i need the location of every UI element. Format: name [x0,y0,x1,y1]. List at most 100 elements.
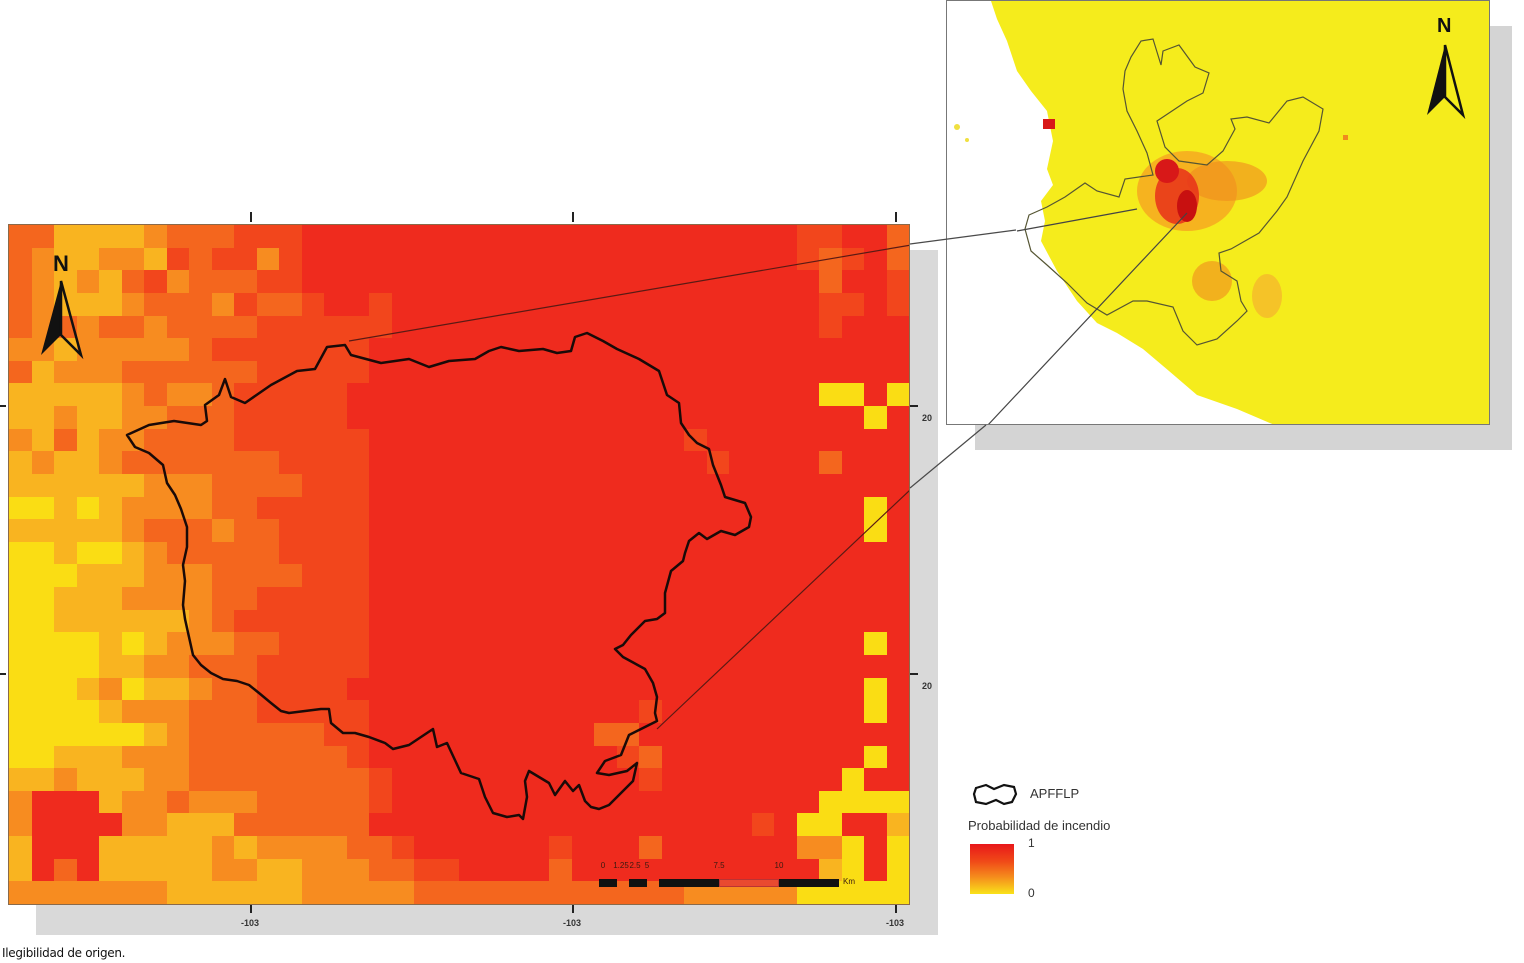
raster-cell [256,428,279,452]
raster-cell [76,564,99,588]
raster-cell [166,270,189,293]
raster-cell [571,632,594,656]
raster-cell [166,858,189,882]
raster-cell [121,315,144,339]
raster-cell [369,541,392,565]
raster-cell [459,836,482,859]
raster-cell [414,745,437,769]
raster-cell [166,881,189,904]
raster-cell [706,722,729,746]
raster-cell [729,677,752,701]
raster-cell [9,564,32,588]
raster-cell [31,519,54,542]
raster-cell [819,836,842,859]
raster-cell [729,541,752,565]
raster-cell [819,813,842,837]
scale-seg [719,879,779,887]
raster-cell [31,677,54,701]
raster-cell [751,451,774,474]
raster-cell [234,768,257,791]
scale-seg [629,879,647,887]
raster-cell [841,383,864,407]
raster-cell [211,360,234,384]
raster-cell [414,609,437,633]
raster-cell [639,768,662,791]
raster-cell [864,247,887,271]
scale-label: 1.25 [613,861,629,870]
raster-cell [279,655,302,678]
raster-cell [729,270,752,293]
raster-cell [661,519,684,542]
raster-cell [31,700,54,723]
raster-cell [594,564,617,588]
raster-cell [841,587,864,610]
raster-cell [31,428,54,452]
raster-cell [841,790,864,814]
raster-cell [391,768,414,791]
raster-cell [436,722,459,746]
raster-cell [504,564,527,588]
raster-cell [414,632,437,656]
raster-cell [796,836,819,859]
raster-cell [594,609,617,633]
raster-cell [346,609,369,633]
raster-cell [54,496,77,520]
raster-cell [526,270,549,293]
raster-cell [121,406,144,429]
raster-cell [819,790,842,814]
raster-cell [346,315,369,339]
raster-cell [414,315,437,339]
raster-cell [841,858,864,882]
raster-cell [774,428,797,452]
raster-cell [526,632,549,656]
raster-cell [684,473,707,497]
raster-cell [571,473,594,497]
raster-cell [819,587,842,610]
raster-cell [346,270,369,293]
raster-cell [99,225,122,248]
raster-cell [369,338,392,361]
raster-cell [459,451,482,474]
raster-cell [346,519,369,542]
raster-cell [616,247,639,271]
raster-cell [9,383,32,407]
raster-cell [31,858,54,882]
raster-cell [414,587,437,610]
raster-cell [594,360,617,384]
raster-cell [706,587,729,610]
raster-cell [99,881,122,904]
raster-cell [526,541,549,565]
raster-cell [211,247,234,271]
main-north-arrow: N [39,251,89,361]
raster-cell [31,383,54,407]
raster-cell [9,315,32,339]
raster-cell [526,451,549,474]
raster-cell [9,473,32,497]
raster-cell [616,428,639,452]
raster-cell [796,451,819,474]
raster-cell [346,745,369,769]
raster-cell [594,677,617,701]
raster-cell [76,722,99,746]
raster-cell [9,360,32,384]
raster-cell [864,406,887,429]
raster-cell [639,428,662,452]
raster-cell [864,428,887,452]
raster-cell [436,655,459,678]
raster-cell [684,587,707,610]
raster-cell [414,519,437,542]
raster-cell [481,813,504,837]
raster-cell [76,292,99,316]
raster-cell [346,541,369,565]
raster-cell [324,609,347,633]
raster-cell [864,451,887,474]
raster-cell [189,496,212,520]
raster-cell [414,225,437,248]
raster-cell [571,428,594,452]
raster-cell [369,225,392,248]
raster-cell [189,632,212,656]
raster-cell [144,609,167,633]
raster-cell [324,564,347,588]
raster-cell [616,473,639,497]
raster-cell [886,881,909,904]
